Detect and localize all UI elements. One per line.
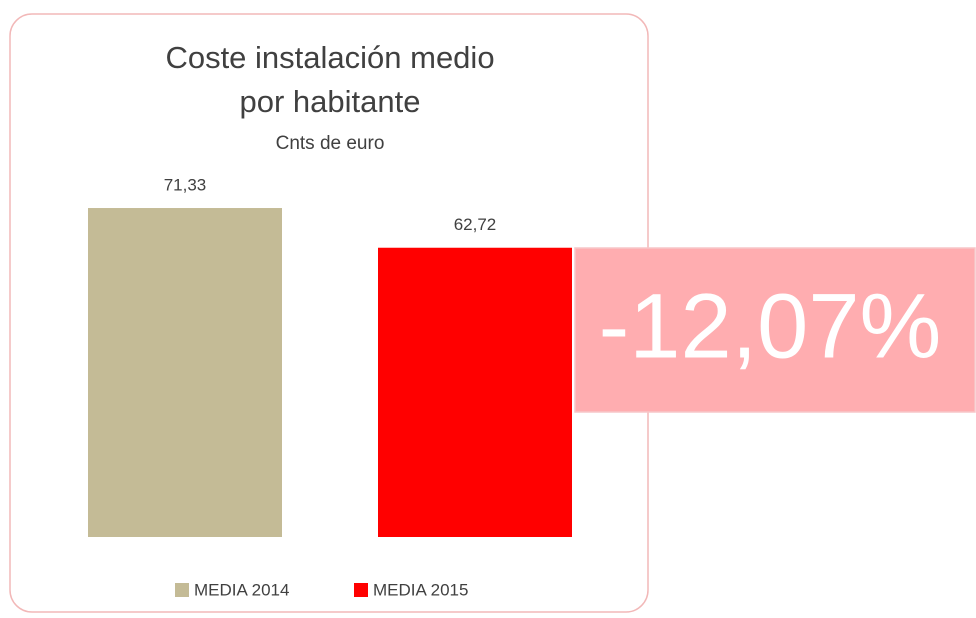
callout-text: -12,07% xyxy=(599,275,942,377)
callout-box xyxy=(574,247,976,413)
chart-subtitle: Cnts de euro xyxy=(276,133,385,154)
data-label: 71,33 xyxy=(164,176,207,195)
legend-label: MEDIA 2015 xyxy=(373,580,468,599)
bar xyxy=(88,208,282,537)
chart-title: por habitante xyxy=(240,84,421,119)
bar xyxy=(378,247,572,538)
legend-swatch xyxy=(175,583,189,597)
legend-label: MEDIA 2014 xyxy=(194,580,289,599)
data-label: 62,72 xyxy=(454,215,497,234)
chart-title: Coste instalación medio xyxy=(165,40,494,75)
plot: 71,33 MEDIA 2014 62,72 MEDIA 2015 xyxy=(88,176,572,599)
legend-swatch xyxy=(354,583,368,597)
